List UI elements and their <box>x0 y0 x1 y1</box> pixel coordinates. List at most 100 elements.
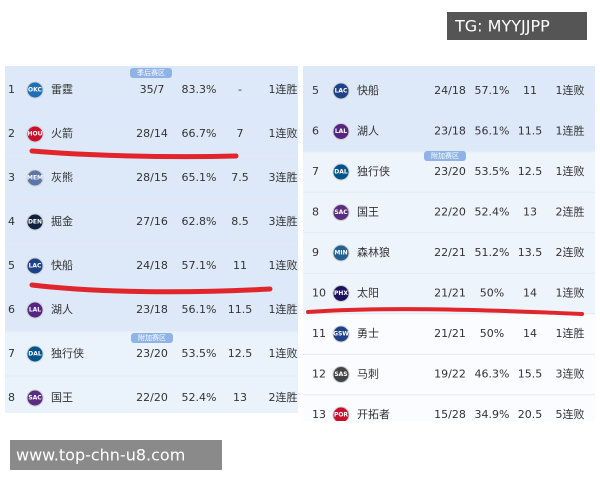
red-mark <box>29 148 239 160</box>
playin-zone <box>5 331 298 413</box>
record: 35/7 <box>140 83 165 96</box>
table-row: 8 SAC 国王 22/20 52.4% 13 2连胜 <box>8 389 298 407</box>
team-logo-text: LAL <box>29 307 41 314</box>
record: 22/21 <box>434 246 466 259</box>
team-logo <box>332 204 350 221</box>
team-logo <box>26 301 44 319</box>
streak: 3连胜 <box>269 214 298 228</box>
streak: 1连胜 <box>269 82 298 96</box>
team-logo <box>332 82 350 100</box>
games-behind: 14 <box>523 287 537 300</box>
team-logo-text: LAC <box>335 88 348 95</box>
record: 27/16 <box>136 215 168 228</box>
games-behind: 14 <box>523 327 537 340</box>
team-logo <box>332 163 350 181</box>
win-pct: 53.5% <box>475 165 510 178</box>
rank: 6 <box>312 125 319 138</box>
table-row: 11 GSW 勇士 21/21 50% 14 1连胜 <box>303 325 595 355</box>
team-logo <box>332 406 350 421</box>
team-logo <box>332 366 350 383</box>
table-row: 8 SAC 国王 22/20 52.4% 13 2连胜 <box>303 204 595 234</box>
games-behind: 20.5 <box>518 408 543 421</box>
team-name: 快船 <box>51 258 73 272</box>
team-name: 湖人 <box>51 303 73 316</box>
team-logo-text: OKC <box>28 87 42 94</box>
team-logo-text: MIN <box>334 250 347 257</box>
games-behind: 13 <box>233 391 247 404</box>
streak: 1连胜 <box>556 326 585 340</box>
team-name: 湖人 <box>357 125 379 138</box>
games-behind: 15.5 <box>518 368 543 381</box>
streak: 1连败 <box>556 286 585 300</box>
team-logo-text: SAC <box>28 395 42 402</box>
rank: 10 <box>312 287 326 300</box>
team-name: 国王 <box>357 206 379 219</box>
record: 21/21 <box>434 327 466 340</box>
team-name: 勇士 <box>357 327 379 340</box>
team-logo-text: MEM <box>27 175 43 182</box>
record: 21/21 <box>434 287 466 300</box>
rank: 7 <box>8 347 15 360</box>
section-tab: 附加赛区 <box>131 333 173 343</box>
streak: 1连胜 <box>269 302 298 316</box>
streak: 2连胜 <box>269 390 298 404</box>
streak: 1连败 <box>269 126 298 140</box>
team-logo <box>26 345 44 363</box>
rank: 4 <box>8 215 15 228</box>
team-logo-text: DAL <box>334 169 348 176</box>
team-logo <box>26 125 44 143</box>
team-logo-text: LAC <box>29 263 42 270</box>
win-pct: 34.9% <box>475 408 510 421</box>
playoff-zone <box>303 66 595 151</box>
streak: 1连败 <box>556 83 585 97</box>
games-behind: 11 <box>523 84 537 97</box>
team-logo <box>332 285 350 302</box>
record: 24/18 <box>136 259 168 272</box>
win-pct: 57.1% <box>182 259 217 272</box>
games-behind: 11 <box>233 259 247 272</box>
section-label: 附加赛区 <box>431 151 459 160</box>
rank: 9 <box>312 246 319 259</box>
record: 15/28 <box>434 408 466 421</box>
team-logo <box>332 244 350 262</box>
team-logo <box>26 213 44 231</box>
win-pct: 56.1% <box>475 125 510 138</box>
rank: 11 <box>312 327 326 340</box>
red-mark <box>29 282 273 295</box>
team-name: 开拓者 <box>357 407 390 421</box>
right-table: 5 LAC 快船 24/18 57.1% 11 1连败 6 LAL 湖人 23/18 56.1% 11.… <box>303 66 595 421</box>
record: 23/20 <box>434 165 466 178</box>
team-name: 太阳 <box>357 287 379 300</box>
record: 28/14 <box>136 127 168 140</box>
games-behind: 11.5 <box>518 125 543 138</box>
rank: 8 <box>312 206 319 219</box>
win-pct: 46.3% <box>475 368 510 381</box>
record: 24/18 <box>434 84 466 97</box>
team-name: 雷霆 <box>51 83 73 96</box>
section-tab: 附加赛区 <box>424 151 466 161</box>
red-mark <box>306 307 584 316</box>
team-name: 火箭 <box>51 126 73 140</box>
rank: 5 <box>8 259 15 272</box>
games-behind: 7.5 <box>231 171 249 184</box>
record: 23/18 <box>136 303 168 316</box>
section-label: 季后赛区 <box>137 68 165 77</box>
games-behind: 11.5 <box>228 303 253 316</box>
table-row: 10 PHX 太阳 21/21 50% 14 1连败 <box>303 285 595 315</box>
section-label: 附加赛区 <box>138 333 166 342</box>
games-behind: - <box>238 83 242 96</box>
games-behind: 13.5 <box>518 246 543 259</box>
record: 22/20 <box>136 391 168 404</box>
table-row: 12 SAS 马刺 19/22 46.3% 15.5 3连败 <box>303 366 595 396</box>
team-logo-text: DAL <box>28 351 42 358</box>
streak: 1连败 <box>269 346 298 360</box>
table-row: 6 LAL 湖人 23/18 56.1% 11.5 1连胜 <box>303 123 595 153</box>
rank: 1 <box>8 83 15 96</box>
rank: 2 <box>8 127 15 140</box>
record: 28/15 <box>136 171 168 184</box>
table-row: 7 DAL 独行侠 23/20 53.5% 12.5 1连败 <box>303 163 595 193</box>
games-behind: 13 <box>523 206 537 219</box>
team-logo-text: GSW <box>333 331 349 338</box>
rank: 12 <box>312 368 326 381</box>
